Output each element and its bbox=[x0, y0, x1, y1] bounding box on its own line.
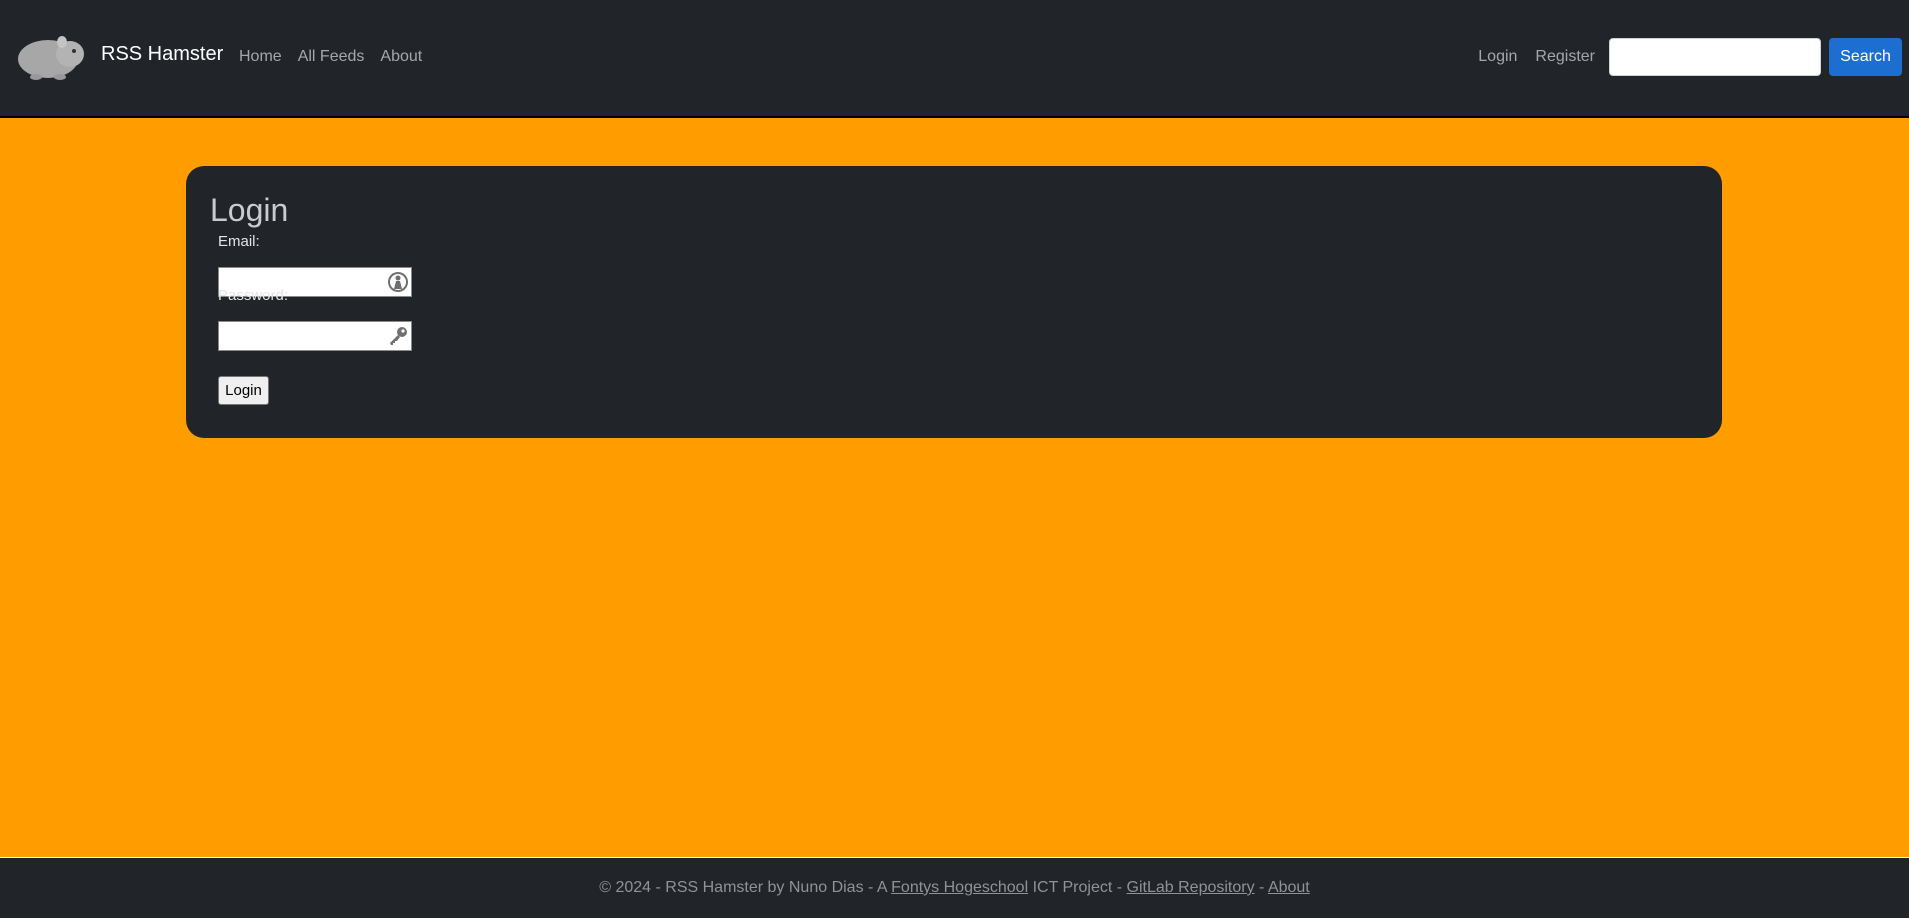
footer-copyright: © 2024 - RSS Hamster by Nuno Dias - A bbox=[599, 879, 887, 896]
email-label: Email: bbox=[218, 233, 260, 250]
nav-about-link[interactable]: About bbox=[380, 48, 423, 65]
page-title: Login bbox=[210, 192, 289, 228]
login-card: Login Email: Password: Login bbox=[186, 166, 1722, 438]
password-field-wrapper bbox=[218, 321, 412, 351]
main-nav: Home All Feeds About bbox=[239, 48, 422, 66]
footer-about-link[interactable]: About bbox=[1267, 879, 1310, 896]
nav-all-feeds-link[interactable]: All Feeds bbox=[297, 48, 365, 65]
footer: © 2024 - RSS Hamster by Nuno Dias - A Fo… bbox=[0, 857, 1909, 918]
top-navbar: RSS Hamster Home All Feeds About Login R… bbox=[0, 0, 1909, 118]
hamster-logo-icon[interactable] bbox=[16, 34, 86, 80]
footer-separator: - bbox=[1259, 879, 1265, 896]
search-button[interactable]: Search bbox=[1829, 38, 1902, 76]
email-field-wrapper bbox=[218, 267, 412, 297]
password-label: Password: bbox=[218, 287, 289, 304]
search-input[interactable] bbox=[1609, 38, 1821, 76]
nav-home-link[interactable]: Home bbox=[239, 48, 282, 65]
nav-register-link[interactable]: Register bbox=[1535, 48, 1595, 65]
footer-repo-link[interactable]: GitLab Repository bbox=[1126, 879, 1255, 896]
key-icon[interactable] bbox=[387, 325, 409, 347]
brand-link[interactable]: RSS Hamster bbox=[101, 43, 224, 65]
nav-login-link[interactable]: Login bbox=[1478, 48, 1518, 65]
auth-nav: Login Register bbox=[1478, 48, 1595, 66]
password-field[interactable] bbox=[219, 322, 411, 350]
footer-school-link[interactable]: Fontys Hogeschool bbox=[891, 879, 1029, 896]
email-field[interactable] bbox=[219, 268, 411, 296]
footer-project-text: ICT Project - bbox=[1032, 879, 1123, 896]
login-submit-button[interactable]: Login bbox=[218, 376, 269, 405]
user-autofill-icon[interactable] bbox=[387, 271, 409, 293]
